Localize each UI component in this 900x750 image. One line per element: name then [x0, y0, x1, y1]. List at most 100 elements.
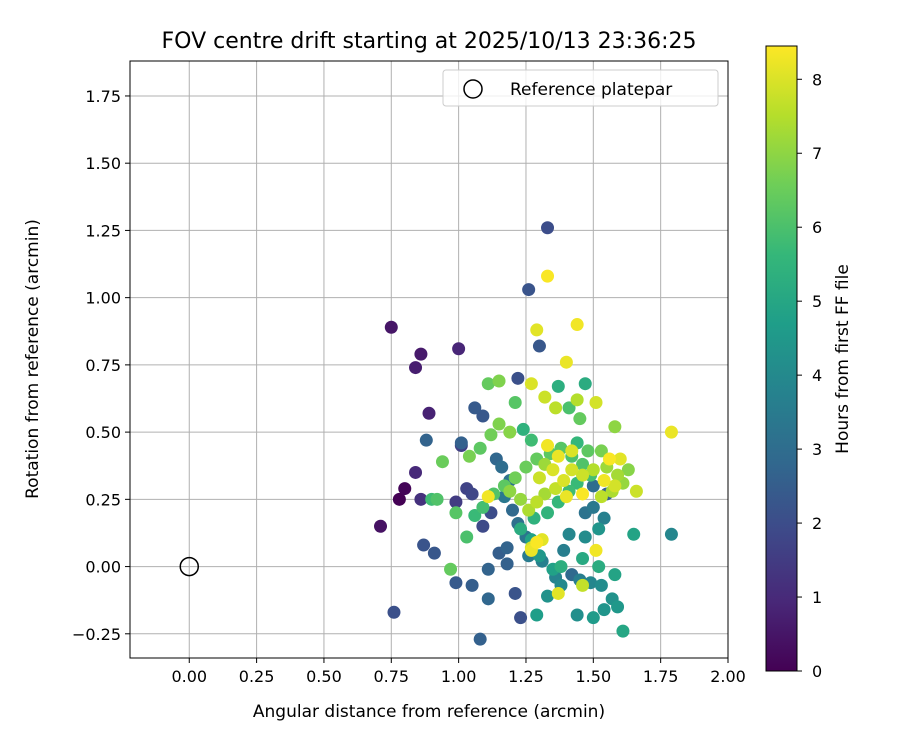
data-point	[508, 586, 522, 600]
colorbar-ticks: 0 1 2 3 4 5 6 7 8	[797, 70, 822, 681]
data-point	[449, 506, 463, 520]
data-point	[392, 492, 406, 506]
data-point	[551, 449, 565, 463]
x-tick-label: 0.25	[239, 667, 275, 686]
y-tick-label: 1.00	[85, 289, 121, 308]
x-tick-label: 2.00	[710, 667, 746, 686]
data-point	[462, 449, 476, 463]
data-point	[592, 522, 606, 536]
data-point	[589, 543, 603, 557]
data-point	[417, 538, 431, 552]
data-point	[414, 347, 428, 361]
colorbar-tick-label: 2	[812, 514, 822, 533]
data-point	[664, 527, 678, 541]
data-point	[530, 495, 544, 509]
data-point	[570, 608, 584, 622]
x-tick-label: 0.75	[373, 667, 409, 686]
data-point	[541, 439, 555, 453]
data-point	[532, 339, 546, 353]
data-point	[492, 417, 506, 431]
data-point	[594, 490, 608, 504]
data-point	[465, 578, 479, 592]
data-point	[559, 355, 573, 369]
data-point	[541, 506, 555, 520]
data-point	[476, 519, 490, 533]
data-point	[473, 632, 487, 646]
data-point	[565, 444, 579, 458]
colorbar-tick-label: 5	[812, 292, 822, 311]
data-point	[565, 463, 579, 477]
data-point	[449, 495, 463, 509]
x-tick-label: 0.00	[171, 667, 207, 686]
data-point	[541, 221, 555, 235]
data-point	[538, 487, 552, 501]
data-point	[508, 471, 522, 485]
data-point	[586, 479, 600, 493]
data-point	[576, 552, 590, 565]
data-point	[551, 379, 565, 393]
data-point	[516, 422, 530, 436]
data-point	[608, 479, 622, 493]
x-tick-label: 1.75	[643, 667, 679, 686]
data-point	[627, 527, 641, 541]
data-point	[613, 452, 627, 466]
y-axis-ticks: −0.25 0.00 0.25 0.50 0.75 1.00 1.25 1.50 1.75	[72, 87, 130, 644]
data-point	[460, 530, 474, 544]
data-point	[435, 455, 449, 469]
data-point	[597, 474, 611, 488]
x-tick-label: 1.00	[441, 667, 477, 686]
data-point	[611, 468, 625, 482]
data-point	[374, 519, 388, 533]
data-point	[562, 527, 576, 541]
data-point	[576, 468, 590, 482]
y-tick-label: 0.00	[85, 558, 121, 577]
data-point	[481, 562, 495, 576]
data-point	[541, 589, 555, 603]
y-tick-label: −0.25	[72, 625, 121, 644]
data-point	[538, 390, 552, 404]
data-point	[586, 500, 600, 514]
data-point	[530, 323, 544, 337]
data-point	[570, 393, 584, 407]
data-point	[449, 576, 463, 590]
data-point	[427, 546, 441, 560]
data-point	[578, 530, 592, 544]
data-point	[500, 541, 514, 555]
data-point	[430, 492, 444, 506]
data-point	[503, 484, 517, 498]
y-tick-label: 1.50	[85, 154, 121, 173]
data-point	[557, 474, 571, 488]
x-tick-label: 1.25	[508, 667, 544, 686]
data-point	[594, 578, 608, 592]
data-point	[530, 608, 544, 622]
data-point	[524, 433, 538, 447]
data-point	[465, 487, 479, 501]
colorbar-tick-label: 4	[812, 366, 822, 385]
data-point	[500, 557, 514, 571]
data-point	[444, 562, 458, 576]
colorbar-tick-label: 1	[812, 588, 822, 607]
data-point	[589, 396, 603, 410]
data-point	[611, 600, 625, 614]
data-point	[621, 463, 635, 477]
colorbar	[765, 45, 798, 672]
data-point	[514, 522, 528, 536]
data-point	[419, 433, 433, 447]
data-point	[576, 457, 590, 471]
legend: Reference platepar	[442, 69, 719, 107]
data-point	[481, 490, 495, 504]
data-point	[492, 374, 506, 388]
x-tick-label: 1.50	[576, 667, 612, 686]
data-point	[573, 412, 587, 426]
data-point	[592, 560, 606, 574]
plot-grid	[130, 61, 729, 658]
data-point	[409, 361, 423, 375]
data-point	[530, 535, 544, 549]
data-point	[594, 444, 608, 458]
data-point	[495, 460, 509, 474]
data-point	[519, 460, 533, 474]
data-point	[576, 487, 590, 501]
reference-marker-group	[179, 556, 200, 577]
legend-marker-icon	[463, 79, 483, 99]
data-point	[602, 452, 616, 466]
